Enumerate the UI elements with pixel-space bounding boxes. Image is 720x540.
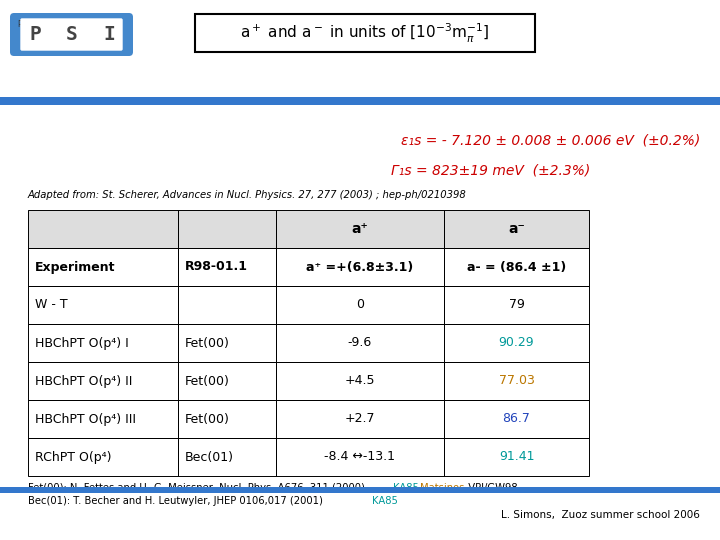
Text: L. Simons,  Zuoz summer school 2006: L. Simons, Zuoz summer school 2006 [501,510,700,520]
Text: Fet(00): Fet(00) [185,413,230,426]
Bar [444,210,589,248]
Text: a⁺: a⁺ [351,222,369,236]
Text: I: I [103,25,115,44]
Text: KA85: KA85 [393,483,419,493]
Bar [276,400,444,438]
Text: RChPT O(p⁴): RChPT O(p⁴) [35,450,112,463]
Text: ,: , [414,483,417,493]
Text: -9.6: -9.6 [348,336,372,349]
Text: Fet(00): Fet(00) [185,336,230,349]
Bar [444,324,589,362]
Bar [0,97,720,105]
Bar [178,210,276,248]
Bar [28,210,589,248]
Text: Γ₁s = 823±19 meV  (±2.3%): Γ₁s = 823±19 meV (±2.3%) [391,163,590,177]
FancyBboxPatch shape [21,19,122,50]
Text: Bec(01): Bec(01) [185,450,234,463]
Text: a⁻: a⁻ [508,222,525,236]
Text: -8.4 ↔-13.1: -8.4 ↔-13.1 [325,450,395,463]
Bar [178,286,276,324]
Text: Fet(00): Fet(00) [185,375,230,388]
Text: +4.5: +4.5 [345,375,375,388]
Text: Fet(00): N. Fettes and U.-G. Meissner, Nucl. Phys. A676, 311 (2000): Fet(00): N. Fettes and U.-G. Meissner, N… [28,483,368,493]
Text: 90.29: 90.29 [499,336,534,349]
Text: HBChPT O(p⁴) III: HBChPT O(p⁴) III [35,413,136,426]
Bar [276,324,444,362]
Bar [276,286,444,324]
Bar [276,362,444,400]
Text: 91.41: 91.41 [499,450,534,463]
Bar [178,438,276,476]
Text: , VPI/GW98: , VPI/GW98 [462,483,518,493]
Text: HBChPT O(p⁴) II: HBChPT O(p⁴) II [35,375,132,388]
Bar [444,438,589,476]
Text: +2.7: +2.7 [345,413,375,426]
Text: HBChPT O(p⁴) I: HBChPT O(p⁴) I [35,336,129,349]
Bar [276,438,444,476]
Bar [178,324,276,362]
Text: ε₁s = - 7.120 ± 0.008 ± 0.006 eV  (±0.2%): ε₁s = - 7.120 ± 0.008 ± 0.006 eV (±0.2%) [401,133,700,147]
Bar [28,210,178,248]
Text: Adapted from: St. Scherer, Advances in Nucl. Physics. 27, 277 (2003) ; hep-ph/02: Adapted from: St. Scherer, Advances in N… [28,190,467,200]
Bar [28,362,178,400]
Text: Bec(01): T. Becher and H. Leutwyler, JHEP 0106,017 (2001): Bec(01): T. Becher and H. Leutwyler, JHE… [28,496,351,506]
Bar [28,248,178,286]
Text: P: P [29,25,41,44]
Bar [178,362,276,400]
Bar [276,210,444,248]
Bar [444,286,589,324]
Bar [178,248,276,286]
Text: S: S [66,25,78,44]
Text: KA85: KA85 [372,496,398,506]
Text: 77.03: 77.03 [498,375,534,388]
Bar [178,400,276,438]
Text: a$^+$ and a$^-$ in units of [10$^{-3}$m$_{\pi}^{-1}$]: a$^+$ and a$^-$ in units of [10$^{-3}$m$… [240,22,490,45]
Bar [444,248,589,286]
Text: a⁺ =+(6.8±3.1): a⁺ =+(6.8±3.1) [307,260,413,273]
Bar [28,400,178,438]
Bar [0,487,720,493]
Bar [28,438,178,476]
Text: Experiment: Experiment [35,260,115,273]
FancyBboxPatch shape [10,13,133,56]
Text: 86.7: 86.7 [503,413,531,426]
Text: W - T: W - T [35,299,68,312]
Text: PAUL SCHERRER INSTITUT: PAUL SCHERRER INSTITUT [18,20,117,29]
Text: R98-01.1: R98-01.1 [185,260,248,273]
Bar [276,248,444,286]
Bar [28,324,178,362]
Bar [28,286,178,324]
Bar [195,14,535,52]
Text: 0: 0 [356,299,364,312]
Bar [444,400,589,438]
Text: 79: 79 [508,299,524,312]
Text: a- = (86.4 ±1): a- = (86.4 ±1) [467,260,566,273]
Bar [444,362,589,400]
Text: Matsinos: Matsinos [420,483,464,493]
